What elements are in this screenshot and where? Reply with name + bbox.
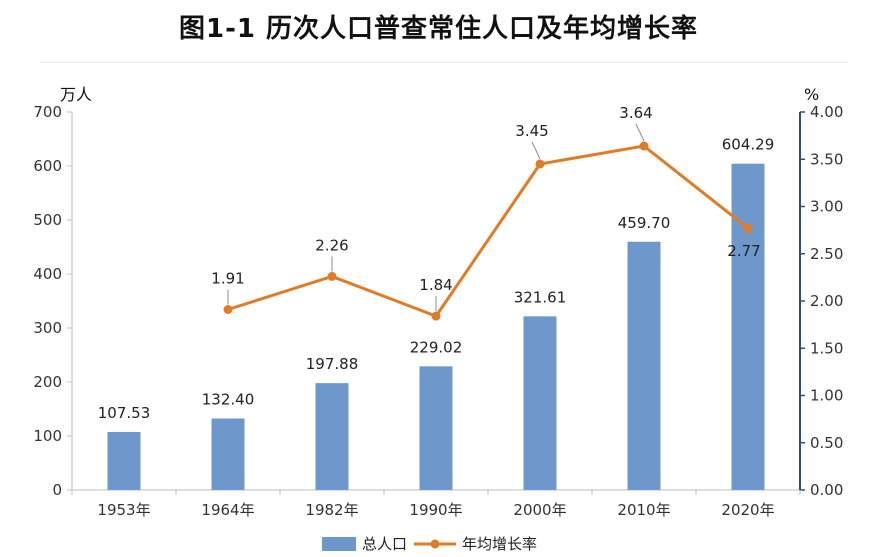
x-tick-label: 1990年 [409,501,462,519]
bar [315,383,349,490]
line-value-label: 1.91 [211,270,244,288]
bar-value-label: 229.02 [410,338,463,356]
line-value-label: 2.26 [315,236,348,254]
bar-value-label: 107.53 [98,404,151,422]
label-leader-line [531,141,541,160]
bar-value-label: 459.70 [618,214,671,232]
right-tick-label: 0.00 [810,481,843,499]
bar [107,431,141,490]
legend-line-marker [430,539,440,549]
right-tick-label: 4.00 [810,103,843,121]
bar-value-label: 321.61 [514,288,567,306]
line-point [639,141,649,151]
legend-bar-swatch [322,537,356,551]
bar-value-label: 604.29 [722,136,775,154]
right-tick-label: 0.50 [810,434,843,452]
chart-title: 图1-1 历次人口普查常住人口及年均增长率 [178,14,699,44]
x-tick-label: 2020年 [721,501,774,519]
right-tick-label: 1.00 [810,387,843,405]
right-tick-label: 3.00 [810,198,843,216]
left-tick-label: 0 [52,481,62,499]
line-point [327,271,337,281]
line-value-label: 2.77 [727,242,760,260]
bar [731,163,765,490]
left-tick-label: 500 [33,211,62,229]
left-tick-label: 300 [33,319,62,337]
bar [419,366,453,490]
left-tick-label: 100 [33,427,62,445]
x-tick-label: 1964年 [201,501,254,519]
bar-value-label: 197.88 [306,355,359,373]
x-tick-label: 1953年 [97,501,150,519]
left-tick-label: 200 [33,373,62,391]
line-point [743,223,753,233]
left-tick-label: 700 [33,103,62,121]
legend-line-label: 年均增长率 [462,535,537,553]
right-tick-label: 2.00 [810,292,843,310]
x-tick-label: 2000年 [513,501,566,519]
line-point [223,305,233,315]
legend-bar-label: 总人口 [362,535,407,553]
bar [523,316,557,490]
bar [627,241,661,490]
label-leader-line [635,123,645,142]
right-axis-unit: % [804,85,819,104]
label-leader-line [743,232,749,241]
line-value-label: 3.64 [619,104,652,122]
x-tick-label: 2010年 [617,501,670,519]
right-tick-label: 3.50 [810,150,843,168]
line-point [431,311,441,321]
left-axis-unit: 万人 [60,85,92,104]
left-tick-label: 400 [33,265,62,283]
bar-series [107,163,765,490]
data-labels: 107.53 132.40 197.88 229.02 321.61 459.70 604.… [98,104,775,422]
bar-value-label: 132.40 [202,391,255,409]
title-divider [40,62,848,63]
line-value-label: 3.45 [515,122,548,140]
line-point [535,159,545,169]
x-tick-label: 1982年 [305,501,358,519]
left-tick-label: 600 [33,157,62,175]
axes: 0 100 200 300 400 500 600 700 0.00 0.50 1.00 1.50 2.… [33,103,843,519]
growth-rate-line [227,144,749,318]
right-tick-label: 2.50 [810,245,843,263]
line-value-label: 1.84 [419,276,452,294]
right-tick-label: 1.50 [810,339,843,357]
legend: 总人口 年均增长率 [322,535,537,553]
bar [211,418,245,490]
line-series [223,123,753,321]
